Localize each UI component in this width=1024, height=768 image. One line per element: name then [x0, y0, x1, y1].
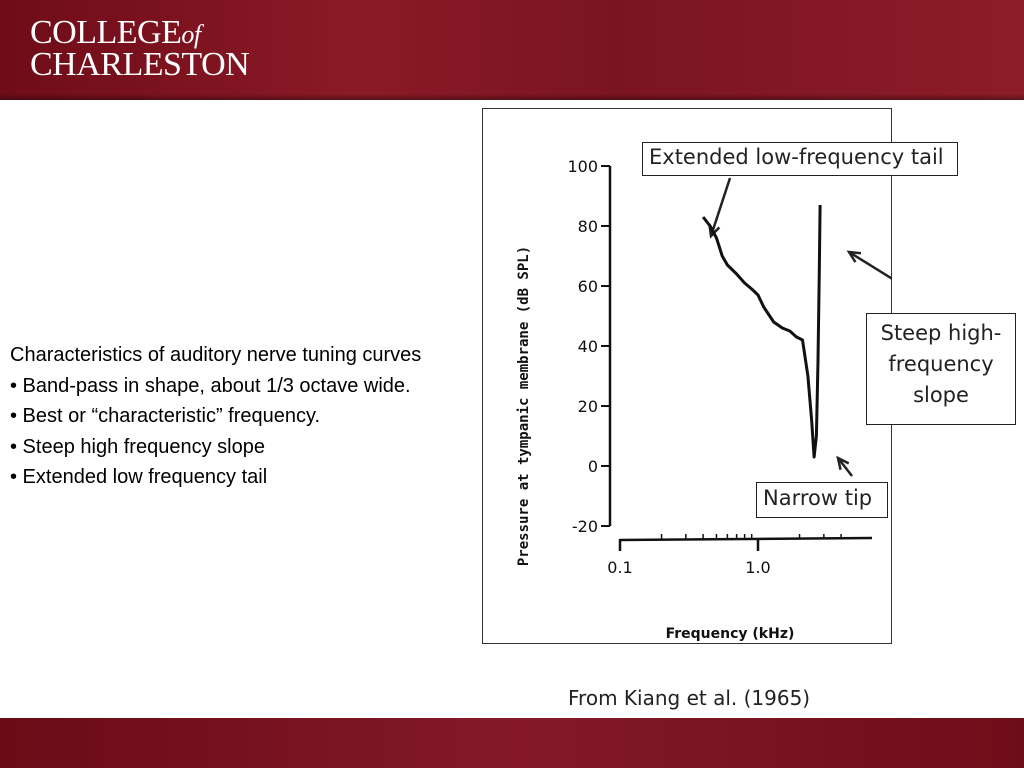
- y-tick-label: 40: [578, 337, 598, 356]
- arrow-shaft: [837, 457, 853, 477]
- college-logo: COLLEGEof CHARLESTON: [30, 14, 250, 83]
- annotation-arrows: [708, 177, 892, 477]
- arrow-head: [836, 455, 850, 470]
- chart-ticks: -20 0 20 40 60 80 100 0.1 1.0: [567, 157, 842, 577]
- y-tick-label: 0: [588, 457, 598, 476]
- arrow-shaft: [848, 250, 892, 281]
- y-tick-label: 20: [578, 397, 598, 416]
- figure-frame: [482, 108, 892, 644]
- arrow-narrow-tip: [836, 455, 853, 477]
- bullet-list: Characteristics of auditory nerve tuning…: [10, 340, 470, 493]
- x-tick-label: 0.1: [607, 558, 632, 577]
- x-axis-label: Frequency (kHz): [666, 626, 795, 642]
- bullet-item: • Best or “characteristic” frequency.: [10, 405, 321, 427]
- header-banner: COLLEGEof CHARLESTON: [0, 0, 1024, 100]
- tuning-curve-line: [701, 204, 822, 459]
- bullet-item: • Band-pass in shape, about 1/3 octave w…: [10, 374, 411, 397]
- arrow-head: [846, 250, 862, 263]
- arrow-shaft: [709, 177, 732, 237]
- y-tick-label: 60: [578, 277, 598, 296]
- annotation-narrow-tip: Narrow tip: [756, 482, 888, 518]
- x-tick-label: 1.0: [745, 558, 770, 577]
- y-tick-label: 100: [567, 157, 598, 176]
- bullet-item: • Steep high frequency slope: [10, 435, 265, 458]
- logo-of: of: [181, 20, 201, 49]
- arrow-steep-slope: [846, 250, 892, 281]
- footer-banner: [0, 718, 1024, 768]
- x-axis-line: [619, 536, 873, 542]
- annotation-steep-slope: Steep high-frequency slope: [866, 313, 1016, 425]
- y-axis-label: Pressure at tympanic membrane (dB SPL): [516, 246, 532, 566]
- logo-line2: CHARLESTON: [30, 46, 250, 83]
- y-tick-label: 80: [578, 217, 598, 236]
- figure-credit: From Kiang et al. (1965): [568, 686, 811, 710]
- tuning-curve-chart: -20 0 20 40 60 80 100 0.1 1.0 Pressure at tympan…: [516, 157, 892, 642]
- y-tick-label: -20: [572, 517, 598, 536]
- bullet-heading: Characteristics of auditory nerve tuning…: [10, 344, 422, 366]
- annotation-low-frequency-tail: Extended low-frequency tail: [642, 142, 958, 176]
- bullet-item: • Extended low frequency tail: [10, 466, 268, 488]
- logo-line1: COLLEGE: [30, 14, 182, 51]
